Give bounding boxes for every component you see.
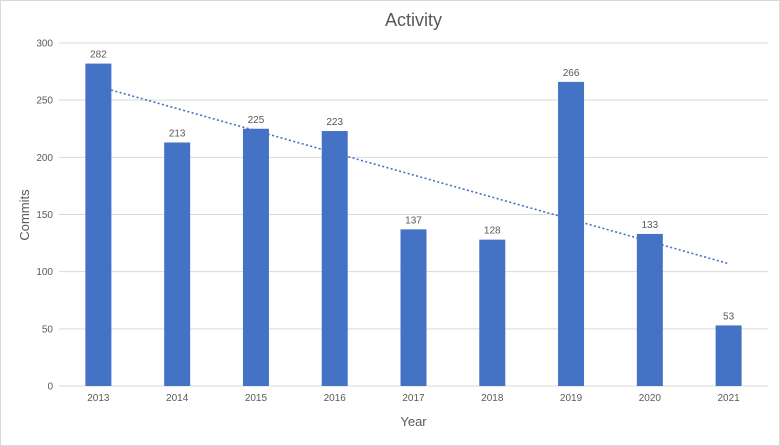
x-tick-label: 2015: [245, 393, 268, 404]
bar-value-label: 223: [326, 117, 343, 128]
bar-2015: [242, 128, 269, 386]
bar-2021: [715, 325, 742, 386]
x-tick-label: 2019: [560, 393, 583, 404]
bar-value-label: 225: [248, 115, 265, 126]
bar-2013: [85, 63, 112, 386]
x-tick-label: 2014: [166, 393, 189, 404]
bar-2018: [479, 239, 506, 386]
y-tick-label: 200: [36, 153, 53, 164]
x-tick-label: 2020: [639, 393, 662, 404]
chart-title: Activity: [384, 10, 442, 30]
y-tick-label: 300: [36, 39, 53, 50]
bar-value-label: 53: [723, 311, 735, 322]
bar-value-label: 213: [169, 128, 186, 139]
bar-value-label: 133: [641, 220, 658, 231]
x-tick-label: 2018: [481, 393, 504, 404]
bar-2016: [321, 131, 348, 386]
bar-value-label: 137: [405, 215, 422, 226]
x-tick-label: 2021: [717, 393, 740, 404]
bar-value-label: 128: [484, 226, 501, 237]
x-axis-title: Year: [400, 414, 427, 429]
trendline: [98, 85, 729, 265]
y-tick-label: 100: [36, 267, 53, 278]
x-tick-label: 2016: [324, 393, 347, 404]
bar-2017: [400, 229, 427, 386]
y-tick-label: 50: [42, 324, 54, 335]
bar-value-label: 282: [90, 50, 107, 61]
x-tick-label: 2017: [402, 393, 425, 404]
x-tick-label: 2013: [87, 393, 110, 404]
bar-2020: [636, 233, 663, 386]
bar-2014: [164, 142, 191, 386]
bar-2019: [558, 81, 585, 386]
y-tick-label: 0: [47, 382, 53, 393]
y-tick-label: 150: [36, 210, 53, 221]
y-tick-label: 250: [36, 96, 53, 107]
bar-value-label: 266: [563, 68, 580, 79]
